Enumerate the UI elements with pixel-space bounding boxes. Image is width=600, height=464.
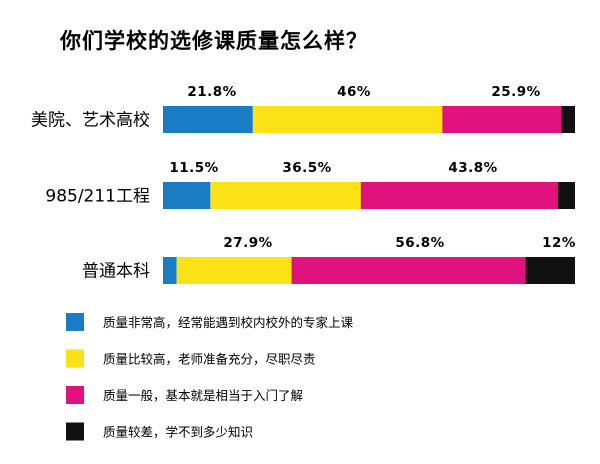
bar-segment (163, 257, 177, 284)
category-label: 美院、艺术高校 (31, 111, 150, 131)
legend-label: 质量一般，基本就是相当于入门了解 (103, 388, 303, 403)
bar-segment (525, 257, 575, 284)
bar-segment (163, 182, 211, 209)
legend: 质量非常高，经常能遇到校内校外的专家上课质量比较高，老师准备充分，尽职尽责质量一… (66, 313, 354, 441)
legend-swatch (66, 349, 84, 368)
legend-label: 质量非常高，经常能遇到校内校外的专家上课 (103, 315, 354, 330)
data-label: 21.8% (187, 84, 236, 100)
bar-segment (557, 182, 575, 209)
bar-segment (176, 257, 292, 284)
category-label: 985/211工程 (45, 187, 150, 207)
data-label: 27.9% (223, 235, 272, 251)
legend-swatch (66, 386, 84, 404)
legend-swatch (66, 422, 84, 441)
chart-title: 你们学校的选修课质量怎么样？ (59, 29, 368, 53)
bar-segment (252, 106, 443, 133)
data-label: 12% (542, 235, 576, 251)
data-label: 11.5% (169, 160, 218, 176)
legend-swatch (66, 313, 84, 331)
bar-segment (442, 106, 562, 133)
bar-area: 美院、艺术高校 21.8% 46% 25.9% 985/211工程 11.5% 36.5% 4… (31, 84, 576, 284)
legend-label: 质量比较高，老师准备充分，尽职尽责 (103, 352, 316, 367)
bar-segment (561, 106, 575, 133)
legend-label: 质量较差，学不到多少知识 (103, 425, 253, 440)
bar-segment (291, 257, 526, 284)
data-label: 46% (337, 84, 371, 100)
bar-segment (210, 182, 361, 209)
data-label: 56.8% (395, 235, 444, 251)
category-label: 普通本科 (82, 262, 150, 282)
data-label: 43.8% (448, 160, 497, 176)
data-label: 25.9% (491, 84, 540, 100)
data-label: 36.5% (282, 160, 331, 176)
bar-segment (360, 182, 558, 209)
bar-segment (163, 106, 253, 133)
